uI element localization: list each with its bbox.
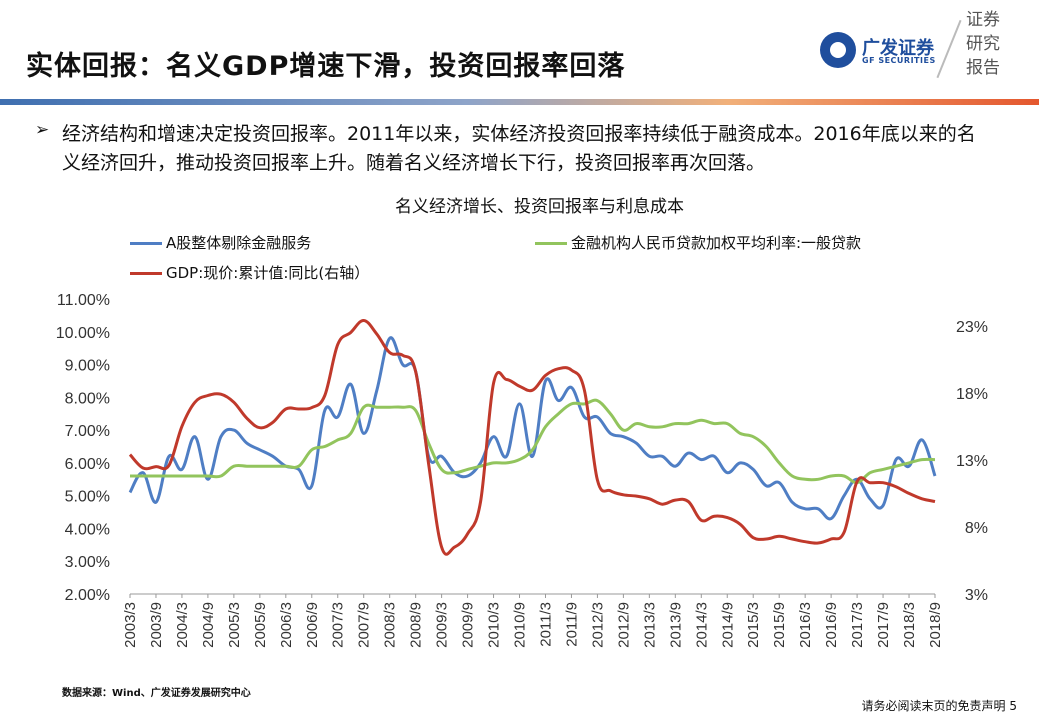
x-tick-label: 2014/3 bbox=[693, 602, 710, 648]
y-right-tick-label: 3% bbox=[965, 587, 988, 604]
legend-item-red: GDP:现价:累计值:同比(右轴） bbox=[130, 262, 369, 283]
x-tick-label: 2010/3 bbox=[486, 602, 503, 648]
x-tick-label: 2012/9 bbox=[615, 602, 632, 648]
x-tick-label: 2012/3 bbox=[589, 602, 606, 648]
disclaimer: 请务必阅读末页的免责声明 5 bbox=[861, 699, 1017, 713]
logo-mark-icon bbox=[820, 32, 856, 68]
y-right-tick-label: 13% bbox=[956, 453, 988, 470]
x-tick-label: 2010/9 bbox=[512, 602, 529, 648]
page-title: 实体回报：名义GDP增速下滑，投资回报率回落 bbox=[26, 51, 626, 82]
y-right-tick-label: 8% bbox=[965, 520, 988, 537]
body-paragraph: 经济结构和增速决定投资回报率。2011年以来，实体经济投资回报率持续低于融资成本… bbox=[62, 123, 976, 174]
x-tick-label: 2003/3 bbox=[122, 602, 139, 648]
y-axis-left: 2.00% 3.00% 4.00% 5.00% 6.00% 7.00% 8.00% 9.00%… bbox=[56, 292, 110, 604]
report-tag: 证券 研究 报告 bbox=[966, 8, 1016, 80]
legend-item-blue: A股整体剔除金融服务 bbox=[130, 232, 311, 253]
x-tick-label: 2013/3 bbox=[641, 602, 658, 648]
x-tick-label: 2017/9 bbox=[875, 602, 892, 648]
x-axis: 2003/3 2003/9 2004/3 2004/9 2005/3 2005/9 2006… bbox=[122, 593, 944, 648]
y-left-tick-label: 7.00% bbox=[65, 423, 110, 440]
y-left-tick-label: 3.00% bbox=[65, 554, 110, 571]
y-left-tick-label: 9.00% bbox=[65, 358, 110, 375]
logo-en-text: GF SECURITIES bbox=[862, 56, 936, 65]
x-tick-label: 2013/9 bbox=[667, 602, 684, 648]
gf-securities-logo: 广发证券 GF SECURITIES bbox=[820, 32, 940, 68]
x-tick-label: 2009/3 bbox=[434, 602, 451, 648]
y-left-tick-label: 4.00% bbox=[65, 521, 110, 538]
x-tick-label: 2005/3 bbox=[226, 602, 243, 648]
y-left-tick-label: 5.00% bbox=[65, 489, 110, 506]
x-tick-label: 2015/3 bbox=[745, 602, 762, 648]
legend-swatch-red bbox=[130, 272, 162, 275]
legend-label-blue: A股整体剔除金融服务 bbox=[166, 234, 312, 252]
legend-label-red: GDP:现价:累计值:同比(右轴） bbox=[166, 264, 370, 282]
x-tick-label: 2009/9 bbox=[460, 602, 477, 648]
series-lines bbox=[128, 319, 937, 556]
series-line-0 bbox=[128, 336, 937, 521]
series-line-1 bbox=[129, 398, 936, 485]
x-tick-label: 2018/9 bbox=[927, 602, 944, 648]
data-source: 数据来源：Wind、广发证券发展研究中心 bbox=[62, 688, 251, 699]
x-tick-label: 2006/9 bbox=[304, 602, 321, 648]
x-tick-label: 2018/3 bbox=[901, 602, 918, 648]
chart-title: 名义经济增长、投资回报率与利息成本 bbox=[395, 197, 684, 217]
y-left-tick-label: 6.00% bbox=[65, 456, 110, 473]
y-left-tick-label: 10.00% bbox=[56, 325, 110, 342]
y-left-tick-label: 11.00% bbox=[57, 292, 110, 309]
x-tick-label: 2003/9 bbox=[148, 602, 165, 648]
x-tick-label: 2004/9 bbox=[200, 602, 217, 648]
y-right-tick-label: 23% bbox=[956, 319, 988, 336]
x-tick-label: 2008/9 bbox=[408, 602, 425, 648]
legend-swatch-blue bbox=[130, 242, 162, 245]
legend-label-green: 金融机构人民币贷款加权平均利率:一般贷款 bbox=[571, 234, 862, 252]
header-gradient-bar bbox=[0, 99, 1039, 105]
report-tag-line-3: 报告 bbox=[966, 58, 1000, 78]
logo-cn-text: 广发证券 bbox=[862, 38, 934, 59]
x-tick-label: 2014/9 bbox=[719, 602, 736, 648]
y-right-tick-label: 18% bbox=[956, 386, 988, 403]
y-left-tick-label: 8.00% bbox=[65, 390, 110, 407]
x-tick-label: 2015/9 bbox=[771, 602, 788, 648]
report-tag-line-1: 证券 bbox=[966, 10, 1000, 30]
y-left-tick-label: 2.00% bbox=[65, 587, 110, 604]
legend-item-green: 金融机构人民币贷款加权平均利率:一般贷款 bbox=[535, 232, 861, 253]
x-tick-label: 2011/3 bbox=[537, 602, 554, 647]
x-tick-label: 2007/9 bbox=[356, 602, 373, 648]
x-tick-label: 2008/3 bbox=[382, 602, 399, 648]
x-tick-label: 2007/3 bbox=[330, 602, 347, 648]
bullet-arrow-icon: ➢ bbox=[35, 120, 50, 140]
x-tick-label: 2016/3 bbox=[797, 602, 814, 648]
report-tag-line-2: 研究 bbox=[966, 34, 1000, 54]
legend-swatch-green bbox=[535, 242, 567, 245]
x-tick-label: 2011/9 bbox=[563, 602, 580, 647]
y-axis-right: 3% 8% 13% 18% 23% bbox=[956, 319, 988, 604]
x-tick-label: 2017/3 bbox=[849, 602, 866, 648]
x-tick-label: 2005/9 bbox=[252, 602, 269, 648]
x-tick-label: 2016/9 bbox=[823, 602, 840, 648]
series-line-2 bbox=[128, 319, 936, 556]
x-tick-label: 2004/3 bbox=[174, 602, 191, 648]
x-tick-label: 2006/3 bbox=[278, 602, 295, 648]
